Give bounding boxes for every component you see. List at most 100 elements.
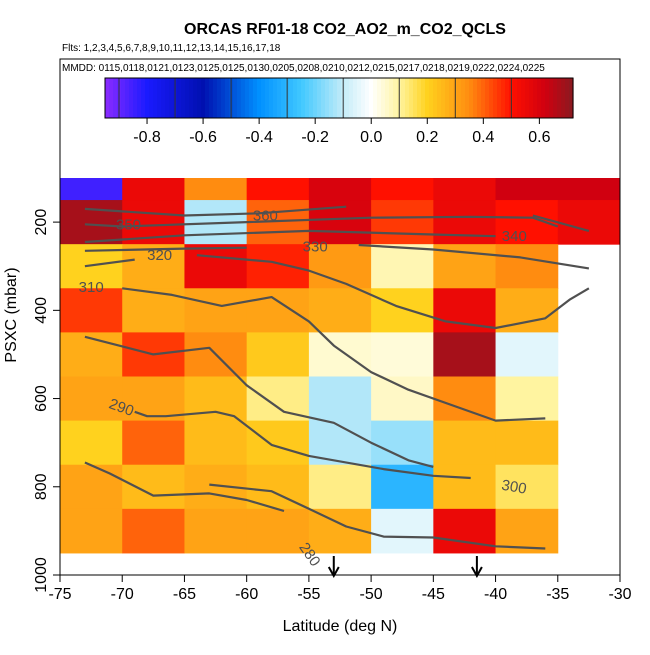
heatmap-cell [184,288,248,333]
colorbar-tick-label: 0.0 [360,129,382,146]
heatmap-cell [433,508,497,554]
colorbar-swatch [449,78,454,118]
colorbar-swatch [337,78,342,118]
colorbar-swatch [277,78,282,118]
colorbar-swatch [525,78,530,118]
heatmap-cell [495,464,559,510]
heatmap-cell [122,420,185,466]
heatmap-cell [495,376,559,422]
heatmap-cell [371,288,434,333]
colorbar-swatch [225,78,230,118]
colorbar-swatch [213,78,218,118]
heatmap-cell [122,244,185,289]
x-axis: -75 -70 -65 -60 -55 -50 -45 -40 -35 -30 [48,575,632,603]
colorbar-swatch [309,78,314,118]
flight-marker-head [327,566,340,579]
heatmap-cell [246,244,310,289]
colorbar-swatch [209,78,214,118]
contour-line [84,246,247,252]
colorbar-swatch [105,78,110,118]
contour-line [84,229,496,244]
colorbar-swatch [493,78,498,118]
heatmap-cell [60,332,123,377]
colorbar-swatch [305,78,310,118]
x-tick-label: -45 [422,586,445,603]
colorbar-swatch [145,78,150,118]
colorbar-swatch [497,78,502,118]
colorbar-swatch [321,78,326,118]
heatmap-cell [246,420,310,466]
colorbar-swatch [269,78,274,118]
colorbar-swatch [201,78,206,118]
heatmap-cell [308,332,372,377]
heatmap-cell [371,332,434,377]
contour-line [532,214,590,232]
colorbar-swatch [561,78,566,118]
heatmap-cell [371,508,434,554]
colorbar-swatch [161,78,166,118]
heatmap-cell [433,178,497,201]
colorbar-swatch [405,78,410,118]
colorbar-swatch [385,78,390,118]
colorbar-swatch [465,78,470,118]
colorbar-swatch [381,78,386,118]
flight-markers [327,556,483,579]
contour-label: 330 [303,238,328,255]
x-tick-label: -40 [484,586,507,603]
colorbar-swatch [157,78,162,118]
heatmap-cell [308,376,372,422]
heatmap-cell [557,178,621,201]
y-tick-label: 600 [33,385,50,412]
colorbar-tick-label: -0.2 [301,129,329,146]
contour-label: 340 [502,228,527,245]
colorbar-swatch [429,78,434,118]
colorbar-tick-label: 0.6 [528,129,550,146]
colorbar-swatch [273,78,278,118]
colorbar-swatch [217,78,222,118]
colorbar-swatch [353,78,358,118]
colorbar-swatch [373,78,378,118]
colorbar-swatch [473,78,478,118]
colorbar-swatch [361,78,366,118]
colorbar-swatch [149,78,154,118]
y-tick-label: 400 [33,297,50,324]
y-axis-label: PSXC (mbar) [3,267,20,362]
heatmap-cell [246,376,310,422]
colorbar-swatch [241,78,246,118]
colorbar-swatch [329,78,334,118]
colorbar-swatch [557,78,562,118]
colorbar-swatch [393,78,398,118]
colorbar-swatch [301,78,306,118]
colorbar-swatch [293,78,298,118]
contour-line [84,335,434,468]
colorbar-tick-label: -0.6 [189,129,217,146]
colorbar-tick-label: -0.4 [245,129,273,146]
colorbar-swatch [289,78,294,118]
colorbar-swatch [409,78,414,118]
colorbar-swatch [221,78,226,118]
colorbar-swatch [109,78,114,118]
colorbar-swatch [549,78,554,118]
colorbar-swatch [501,78,506,118]
dates-label: MMDD: 0115,0118,0121,0123,0125,0125,0130… [62,63,545,74]
colorbar-swatch [541,78,546,118]
colorbar-swatch [365,78,370,118]
heatmap-cell [433,288,497,333]
heatmap-cell [495,332,559,377]
colorbar-swatch [197,78,202,118]
x-tick-label: -60 [235,586,258,603]
heatmap-cell [122,464,185,510]
contour-line [196,254,590,330]
colorbar-swatch [377,78,382,118]
heatmap-cell [246,288,310,333]
y-tick-label: 200 [33,209,50,236]
colorbar-swatch [181,78,186,118]
heatmap-cell [60,464,123,510]
heatmap-cell [433,464,497,510]
heatmap-cell [308,178,372,201]
plot-frame [59,58,621,576]
contour-line [209,483,546,550]
colorbar-tick-label: 0.4 [472,129,494,146]
colorbar-swatch [165,78,170,118]
colorbar-swatch [317,78,322,118]
